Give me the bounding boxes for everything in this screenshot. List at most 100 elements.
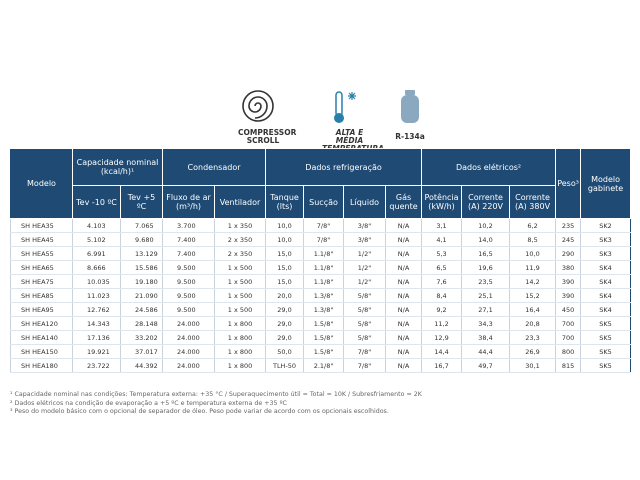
table-cell: 5/8" (343, 316, 386, 331)
table-cell: SK4 (580, 274, 631, 289)
header-cell: Dados refrigeração (265, 148, 423, 186)
table-cell: 50,0 (265, 344, 304, 359)
scroll-icon (242, 90, 274, 122)
subheader-row: Tev -10 ºC Tev +5 ºC Fluxo de ar (m³/h) Ven… (11, 185, 631, 219)
table-cell: N/A (385, 246, 422, 261)
table-cell: 15,0 (265, 260, 304, 275)
table-cell: 10,0 (265, 232, 304, 247)
table-cell: 1/2" (343, 260, 386, 275)
table-cell: N/A (385, 218, 422, 233)
table-cell: 16,4 (509, 302, 556, 317)
table-cell: 19.180 (119, 274, 163, 289)
table-cell: 8.666 (72, 260, 121, 275)
footnote: ³ Peso do modelo básico com o opcional d… (10, 408, 389, 415)
table-cell: 14,2 (509, 274, 556, 289)
table-cell: 1.1/8" (303, 260, 344, 275)
table-cell: 1.3/8" (303, 288, 344, 303)
table-cell: 700 (555, 316, 581, 331)
table-cell: 21.090 (119, 288, 163, 303)
table-cell: 17.136 (72, 330, 121, 345)
table-cell: 26,9 (509, 344, 556, 359)
table-cell: 12.762 (72, 302, 121, 317)
table-cell: 34,3 (461, 316, 510, 331)
table-cell: 5/8" (343, 302, 386, 317)
table-cell: 1.1/8" (303, 246, 344, 261)
table-cell: 12,9 (421, 330, 462, 345)
header-cell: Dados elétricos² (421, 148, 557, 186)
header-cell: Modelo (10, 148, 73, 219)
table-cell: 15,0 (265, 274, 304, 289)
table-cell: N/A (385, 288, 422, 303)
table-cell: 44,4 (461, 344, 510, 359)
table-cell: 7/8" (303, 218, 344, 233)
table-cell: 9.500 (162, 274, 215, 289)
table-cell: 30,1 (509, 358, 556, 373)
table-cell: SK2 (580, 218, 631, 233)
table-cell: SH HEA120 (10, 316, 73, 331)
table-cell: 28.148 (119, 316, 163, 331)
subheader-cell: Fluxo de ar (m³/h) (162, 185, 216, 219)
table-cell: N/A (385, 344, 422, 359)
table-cell: SH HEA85 (10, 288, 73, 303)
table-cell: 24.000 (162, 344, 215, 359)
cylinder-icon (401, 90, 419, 123)
table-cell: 14.343 (72, 316, 121, 331)
table-cell: 7,6 (421, 274, 462, 289)
subheader-cell: Gás quente (385, 185, 423, 219)
table-cell: 815 (555, 358, 581, 373)
table-cell: 33.202 (119, 330, 163, 345)
table-cell: 7/8" (343, 344, 386, 359)
subheader-cell: Ventilador (214, 185, 267, 219)
table-row: SH HEA120 14.343 28.148 24.000 1 x 800 29,0 1.… (10, 316, 631, 331)
table-cell: SK4 (580, 260, 631, 275)
table-cell: 24.000 (162, 316, 215, 331)
table-cell: 245 (555, 232, 581, 247)
table-cell: 450 (555, 302, 581, 317)
table-cell: 20,0 (265, 288, 304, 303)
table-row: SH HEA55 6.991 13.129 7.400 2 x 350 15,0 1.1/8… (10, 246, 631, 261)
subheader-cell: Tev +5 ºC (119, 185, 164, 219)
table-cell: 15.586 (119, 260, 163, 275)
subheader-cell: Sucção (303, 185, 345, 219)
table-cell: 5/8" (343, 288, 386, 303)
table-cell: 38,4 (461, 330, 510, 345)
subheader-cell: Corrente (A) 380V (509, 185, 557, 219)
table-cell: 380 (555, 260, 581, 275)
table-cell: 27,1 (461, 302, 510, 317)
icons (242, 90, 419, 123)
table-cell: 11.023 (72, 288, 121, 303)
table-cell: 10,0 (509, 246, 556, 261)
table-cell: 700 (555, 330, 581, 345)
table-cell: 3,1 (421, 218, 462, 233)
table-cell: 800 (555, 344, 581, 359)
table-cell: 4,1 (421, 232, 462, 247)
spec-table: Modelo Capacidade nominal (kcal/h)¹ Cond… (10, 148, 632, 373)
table-cell: 20,8 (509, 316, 556, 331)
table-cell: 1/2" (343, 246, 386, 261)
subheader-cell: Potência (kW/h) (421, 185, 463, 219)
table-cell: 23,5 (461, 274, 510, 289)
header-cell: Peso³ (555, 148, 582, 219)
table-cell: 1/2" (343, 274, 386, 289)
table-cell: 390 (555, 274, 581, 289)
table-cell: 23.722 (72, 358, 121, 373)
table-cell: SH HEA65 (10, 260, 73, 275)
table-cell: 19.921 (72, 344, 121, 359)
table-cell: SK4 (580, 288, 631, 303)
table-cell: 10,0 (265, 218, 304, 233)
table-cell: 8,4 (421, 288, 462, 303)
table-cell: 1.5/8" (303, 316, 344, 331)
table-cell: 1 x 800 (214, 316, 266, 331)
header-cell: Capacidade nominal (kcal/h)¹ (71, 148, 164, 186)
table-cell: SK5 (580, 316, 631, 331)
table-cell: 16,7 (421, 358, 462, 373)
table-body: SH HEA35 4.103 7.065 3.700 1 x 350 10,0 7/8" 3/… (10, 218, 631, 373)
table-row: SH HEA65 8.666 15.586 9.500 1 x 500 15,0 1.1/8… (10, 260, 631, 275)
subheader-cell: Tev -10 ºC (72, 185, 121, 219)
table-cell: 1 x 800 (214, 344, 266, 359)
table-cell: SH HEA35 (10, 218, 73, 233)
table-row: SH HEA35 4.103 7.065 3.700 1 x 350 10,0 7/8" 3/… (10, 218, 631, 233)
table-cell: 3/8" (343, 218, 386, 233)
